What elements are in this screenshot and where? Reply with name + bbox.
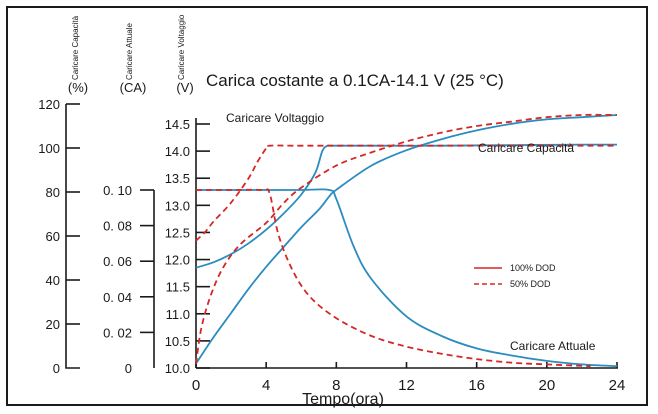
current-tick-label: 0: [125, 361, 132, 376]
current-axis-unit: (CA): [120, 80, 147, 95]
capacity-tick-label: 0: [53, 361, 60, 376]
voltage-tick-label: 13.5: [165, 171, 190, 186]
chart-frame: [6, 6, 648, 406]
series-voltage-50-dod: [195, 144, 617, 242]
chart-title: Carica costante a 0.1CA-14.1 V (25 °C): [206, 71, 504, 90]
series-current-100-dod: [195, 188, 618, 368]
x-tick-label: 20: [538, 377, 555, 394]
series-voltage-100-dod: [195, 143, 618, 269]
current-tick-label: 0. 04: [103, 290, 132, 305]
voltage-tick-label: 12.0: [165, 253, 190, 268]
series-capacity-100-dod: [195, 114, 618, 365]
legend: 100% DOD 50% DOD: [474, 263, 556, 289]
series-current-50-dod: [195, 188, 591, 368]
current-tick-label: 0. 08: [103, 219, 132, 234]
voltage-tick-label: 11.5: [166, 280, 190, 295]
series-capacity-50-dod: [195, 113, 618, 364]
x-tick-label: 8: [332, 377, 340, 394]
legend-label-50-dod: 50% DOD: [510, 279, 551, 289]
capacity-tick-label: 120: [38, 97, 60, 112]
x-tick-label: 0: [192, 377, 200, 394]
capacity-tick-label: 80: [46, 185, 60, 200]
capacity-axis-unit: (%): [68, 80, 88, 95]
voltage-tick-label: 14.5: [165, 117, 190, 132]
voltage-tick-label: 13.0: [165, 198, 190, 213]
current-tick-label: 0. 06: [103, 254, 132, 269]
x-tick-label: 12: [398, 377, 415, 394]
current-axis-name: Caricare Attuale: [125, 23, 134, 80]
annotation-current: Caricare Attuale: [510, 339, 596, 353]
x-tick-label: 4: [262, 377, 270, 394]
capacity-tick-label: 40: [46, 273, 60, 288]
capacity-axis-name: Caricare Capacità: [71, 15, 80, 80]
annotation-capacity: Caricare Capacità: [478, 141, 574, 155]
legend-label-100-dod: 100% DOD: [510, 263, 556, 273]
voltage-tick-label: 11.0: [166, 307, 190, 322]
voltage-axis-name: Caricare Voltaggio: [177, 14, 186, 80]
capacity-tick-label: 20: [46, 317, 60, 332]
current-tick-label: 0. 10: [103, 183, 132, 198]
current-tick-label: 0. 02: [103, 325, 132, 340]
voltage-tick-label: 12.5: [165, 225, 190, 240]
annotation-voltage: Caricare Voltaggio: [226, 111, 324, 125]
x-axis-label: Tempo(ora): [302, 391, 384, 408]
voltage-tick-label: 14.0: [165, 144, 190, 159]
x-tick-label: 16: [468, 377, 485, 394]
x-tick-label: 24: [609, 377, 626, 394]
voltage-tick-label: 10.0: [165, 361, 190, 376]
voltage-axis-unit: (V): [176, 80, 193, 95]
capacity-tick-label: 60: [46, 229, 60, 244]
capacity-tick-label: 100: [38, 141, 60, 156]
voltage-tick-label: 10.5: [165, 334, 190, 349]
